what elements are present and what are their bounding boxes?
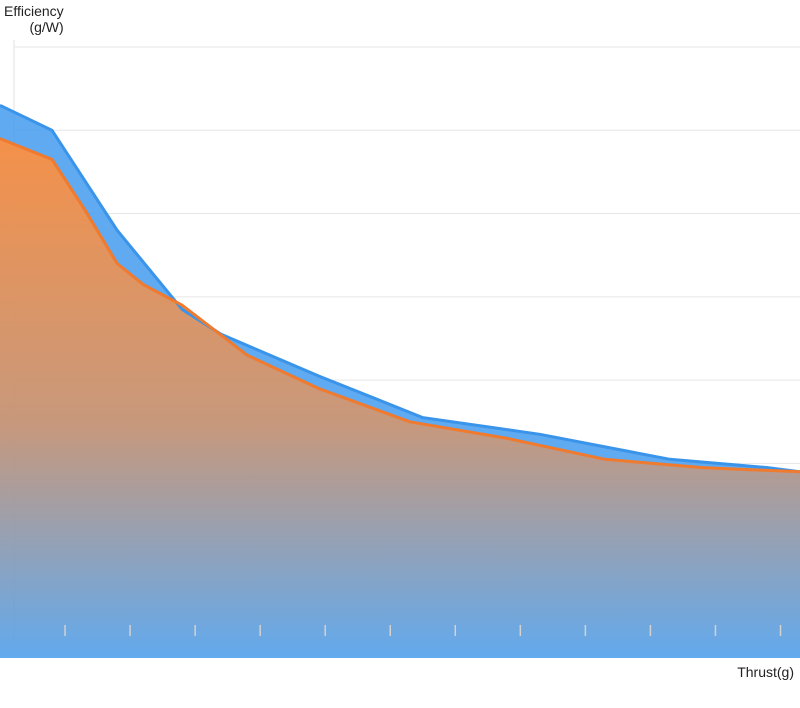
series-1-line xyxy=(0,103,800,474)
x-axis-label: Thrust(g) xyxy=(737,664,794,680)
series-2-line xyxy=(0,137,800,474)
y-axis-label-line1: Efficiency xyxy=(4,3,64,19)
y-axis-label-line2: (g/W) xyxy=(29,19,64,35)
series-2-area xyxy=(0,138,800,659)
y-axis-label: Efficiency (g/W) xyxy=(4,3,64,35)
x-tick-layer xyxy=(64,625,782,636)
